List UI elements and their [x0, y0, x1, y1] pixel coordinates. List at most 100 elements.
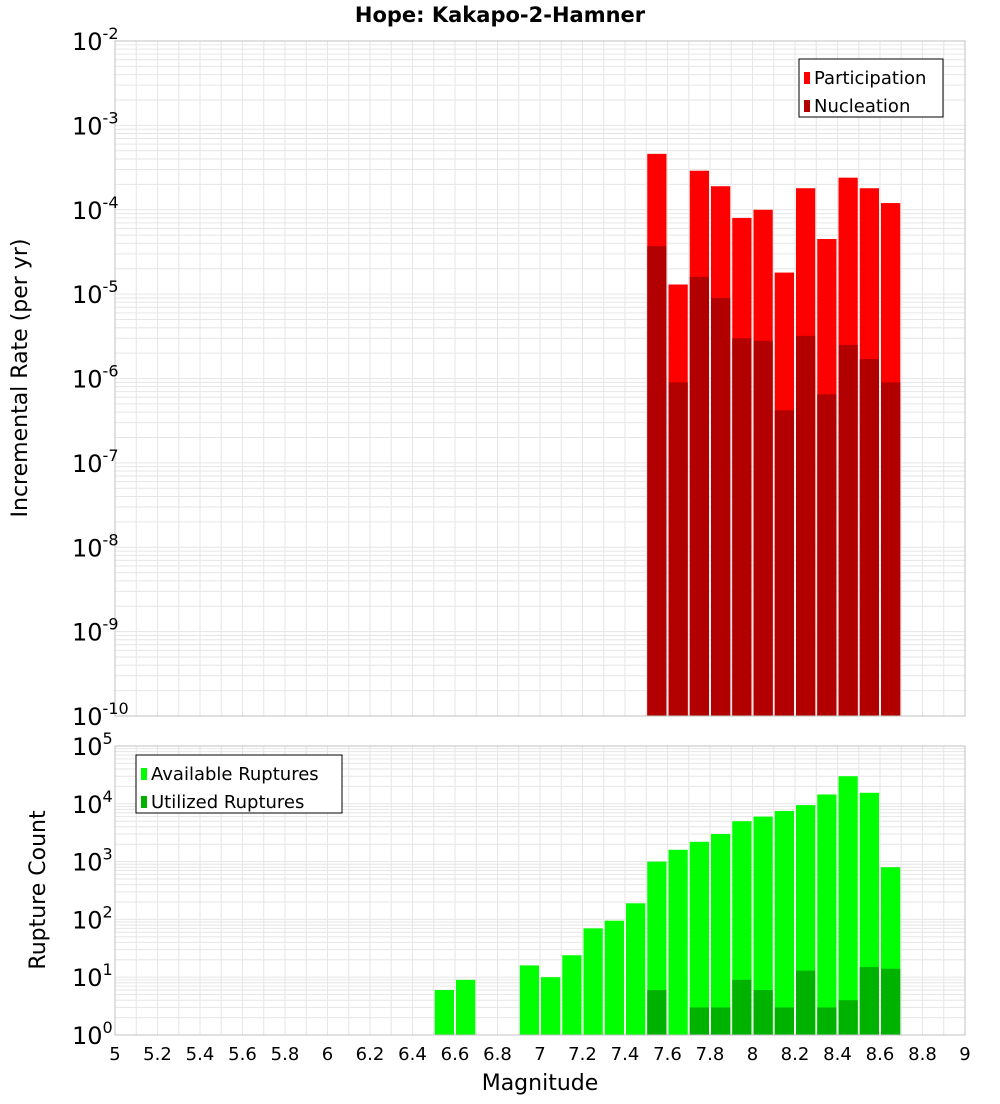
bottom-bar [434, 990, 454, 1035]
x-tick-label: 6.6 [441, 1044, 470, 1065]
x-tick-label: 5.6 [228, 1044, 257, 1065]
bottom-bar [626, 903, 646, 1035]
top-bar [838, 344, 858, 716]
top-bar [753, 340, 773, 716]
bottom-bar [668, 849, 688, 1035]
bottom-y-tick-label: 102 [72, 902, 113, 934]
bottom-bar [689, 1007, 709, 1035]
bottom-legend-label: Available Ruptures [151, 764, 319, 785]
bottom-legend-box [135, 754, 343, 814]
top-y-ticks: 10-10 10-9 10-8 10-7 10-6 10-5 10-4 10-3 10-2 [72, 24, 129, 731]
top-y-tick-label: 10-7 [72, 446, 119, 478]
bottom-panel-ylabel: Rupture Count [26, 810, 51, 970]
top-legend-label: Nucleation [814, 96, 910, 117]
bottom-y-tick-label: 103 [72, 845, 113, 877]
top-y-tick-label: 10-4 [72, 193, 119, 225]
x-tick-label: 5.2 [143, 1044, 172, 1065]
bottom-bar [689, 841, 709, 1035]
top-y-tick-label: 10-2 [72, 24, 119, 56]
top-legend-swatch [804, 72, 810, 84]
bottom-bar [753, 990, 773, 1035]
x-tick-label: 5.4 [186, 1044, 215, 1065]
x-tick-label: 8.2 [781, 1044, 810, 1065]
bottom-bar [604, 920, 624, 1035]
top-y-tick-label: 10-9 [72, 615, 119, 647]
x-tick-label: 5 [109, 1044, 120, 1065]
bottom-y-tick-label: 100 [72, 1018, 113, 1050]
top-plot-frame [114, 40, 966, 717]
bottom-bar [456, 979, 476, 1035]
bottom-legend: Available Ruptures Utilized Ruptures [135, 754, 343, 814]
bottom-legend-swatch [141, 796, 147, 808]
bottom-bar [838, 776, 858, 1035]
x-tick-label: 7 [534, 1044, 545, 1065]
bottom-bar [583, 928, 603, 1035]
x-tick-label: 8 [747, 1044, 758, 1065]
bottom-bar [711, 1007, 731, 1035]
top-y-tick-label: 10-5 [72, 277, 119, 309]
top-bar [817, 394, 837, 716]
x-tick-label: 6.8 [483, 1044, 512, 1065]
top-legend: Participation Nucleation [798, 58, 944, 118]
bottom-bar [796, 970, 816, 1035]
bottom-series-2 [647, 967, 901, 1035]
top-bar [796, 335, 816, 716]
top-bar [859, 359, 879, 716]
top-bar [774, 410, 794, 716]
bottom-y-tick-label: 104 [72, 787, 113, 819]
x-tick-label: 7.2 [568, 1044, 597, 1065]
top-legend-box [798, 58, 944, 118]
x-tick-label: 9 [959, 1044, 970, 1065]
top-y-tick-label: 10-10 [72, 699, 129, 731]
bottom-bar [647, 990, 667, 1035]
top-y-tick-label: 10-8 [72, 530, 119, 562]
top-bar [881, 382, 901, 716]
bottom-bar [711, 834, 731, 1035]
bottom-y-tick-label: 101 [72, 960, 113, 992]
x-tick-label: 6.2 [356, 1044, 385, 1065]
top-bar [668, 382, 688, 716]
top-gridlines [114, 41, 966, 717]
top-panel: 10-10 10-9 10-8 10-7 10-6 10-5 10-4 10-3 10-2 Par… [72, 24, 966, 731]
bottom-bar [562, 955, 582, 1035]
x-tick-label: 8.8 [908, 1044, 937, 1065]
bottom-bar [753, 816, 773, 1035]
top-panel-ylabel: Incremental Rate (per yr) [8, 239, 33, 518]
x-tick-label: 8.4 [823, 1044, 852, 1065]
bottom-bar [881, 968, 901, 1035]
bottom-bar [838, 1000, 858, 1035]
bottom-bar [541, 977, 561, 1035]
x-tick-label: 5.8 [271, 1044, 300, 1065]
bottom-bar [732, 979, 752, 1035]
bottom-panel: 100 101 102 103 104 105 Available Ruptures Util… [72, 729, 966, 1050]
top-bar [711, 297, 731, 716]
bottom-bar [817, 1007, 837, 1035]
x-tick-label: 6 [322, 1044, 333, 1065]
top-legend-label: Participation [814, 68, 926, 89]
x-tick-label: 7.4 [611, 1044, 640, 1065]
bottom-bar [519, 965, 539, 1035]
top-series-2 [647, 246, 901, 716]
top-bar [689, 276, 709, 716]
x-axis-label: Magnitude [482, 1071, 599, 1096]
chart-title: Hope: Kakapo-2-Hamner [355, 3, 646, 27]
x-tick-label: 7.8 [696, 1044, 725, 1065]
bottom-bar [774, 811, 794, 1035]
x-tick-label: 8.6 [866, 1044, 895, 1065]
top-bar [647, 246, 667, 716]
bottom-y-tick-label: 105 [72, 729, 113, 761]
bottom-plot-frame [114, 745, 966, 1036]
bottom-bar [859, 967, 879, 1035]
x-tick-label: 7.6 [653, 1044, 682, 1065]
bottom-bar [774, 1007, 794, 1035]
top-bar [732, 338, 752, 716]
bottom-bar [817, 794, 837, 1035]
x-tick-label: 6.4 [398, 1044, 427, 1065]
bottom-legend-label: Utilized Ruptures [151, 792, 304, 813]
top-y-tick-label: 10-3 [72, 108, 119, 140]
top-y-tick-label: 10-6 [72, 362, 119, 394]
bottom-legend-swatch [141, 768, 147, 780]
x-axis-ticks: 5 5.2 5.4 5.6 5.8 6 6.2 6.4 6.6 6.8 7 7.2 7.4 7.6 7.8 8… [109, 1044, 970, 1065]
